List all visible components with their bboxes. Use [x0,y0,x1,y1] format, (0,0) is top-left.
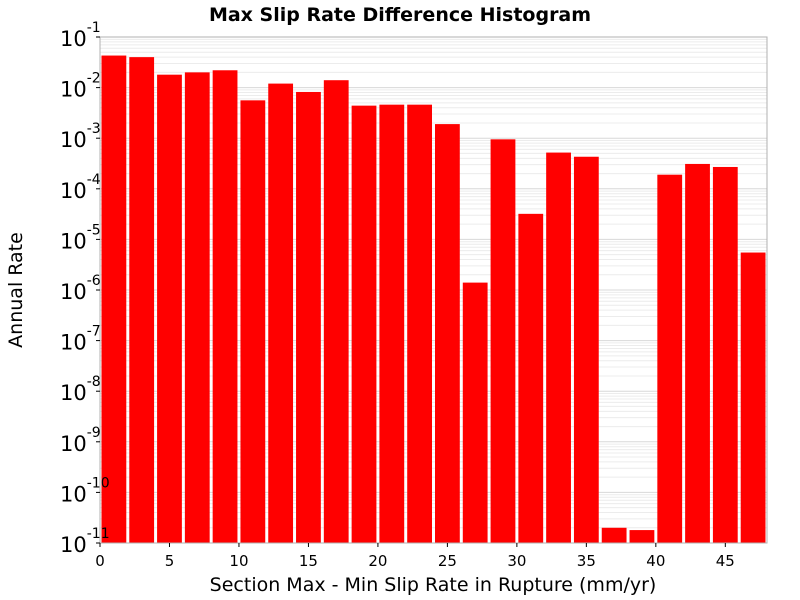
bar [629,530,655,543]
bar [351,105,377,543]
x-axis-label: Section Max - Min Slip Rate in Rupture (… [210,574,657,596]
x-tick-label: 35 [577,552,596,570]
bar [546,152,571,543]
x-tick-label: 40 [646,552,665,570]
bar [240,100,266,544]
bar [268,83,294,543]
bar [685,163,710,543]
bar [518,213,544,543]
bar [129,57,155,543]
y-tick-label: 10-9 [60,425,101,456]
bar [184,72,210,543]
y-tick-exponent: -5 [87,222,101,238]
y-tick-exponent: -2 [87,71,101,87]
y-tick-label: 10-2 [60,71,101,102]
bar [490,139,516,543]
y-tick-label: 10-1 [60,20,101,51]
bar [712,166,738,543]
bar [379,104,405,543]
y-tick-exponent: -9 [87,425,101,441]
y-tick-exponent: -11 [87,526,110,542]
bar [323,80,349,543]
bar [407,104,432,543]
chart-title: Max Slip Rate Difference Histogram [209,4,591,26]
x-tick-label: 20 [368,552,387,570]
bar [740,252,766,543]
x-tick-label: 15 [299,552,318,570]
y-tick-label: 10-6 [60,273,101,304]
y-tick-exponent: -4 [87,172,101,188]
x-tick-label: 0 [95,552,105,570]
x-tick-label: 10 [229,552,248,570]
bar [657,174,683,543]
grid-lines [100,38,767,544]
bar [101,55,127,543]
y-tick-exponent: -1 [87,20,101,36]
bar [212,70,238,544]
x-tick-label: 25 [438,552,457,570]
bar [462,282,488,543]
y-tick-exponent: -7 [87,324,101,340]
y-axis-label: Annual Rate [5,232,27,348]
bar [573,156,599,543]
x-tick-label: 5 [165,552,175,570]
bar [157,74,182,543]
y-tick-label: 10-5 [60,222,101,253]
y-tick-label: 10-4 [60,172,101,203]
y-tick-exponent: -8 [87,374,101,390]
y-tick-exponent: -3 [87,121,101,137]
x-tick-label: 30 [507,552,526,570]
y-tick-label: 10-3 [60,121,101,152]
x-axis-ticks: 0 5 10 15 20 25 30 35 40 45 [95,543,735,570]
bars [101,55,766,544]
x-tick-label: 45 [716,552,735,570]
bar [601,527,627,543]
y-tick-exponent: -10 [87,475,110,491]
bar [296,91,321,543]
y-tick-label: 10-7 [60,324,101,355]
bar [435,124,460,544]
y-tick-exponent: -6 [87,273,101,289]
y-tick-label: 10-8 [60,374,101,405]
